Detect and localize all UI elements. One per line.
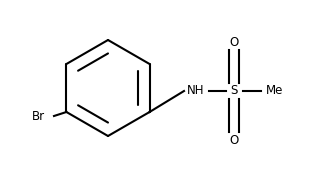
Text: Br: Br [31,109,45,122]
Text: Me: Me [266,85,284,98]
Text: O: O [230,36,239,48]
Text: NH: NH [187,85,205,98]
Text: S: S [230,85,238,98]
Text: O: O [230,134,239,147]
